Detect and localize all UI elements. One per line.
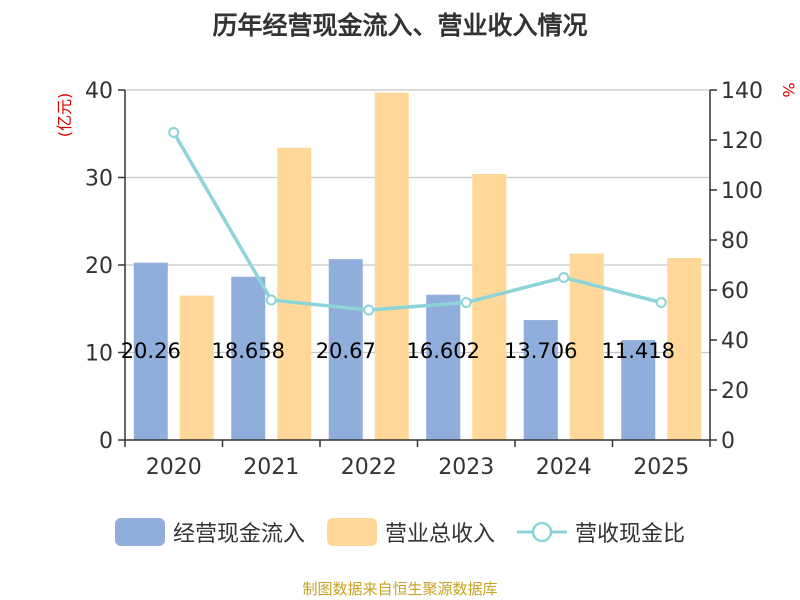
x-tick-label: 2020 (146, 455, 202, 480)
y-tick-label: 30 (85, 167, 113, 192)
legend: 经营现金流入 营业总收入 营收现金比 (0, 516, 800, 548)
legend-label-ratio: 营收现金比 (575, 522, 686, 547)
x-tick-label: 2021 (243, 455, 299, 480)
data-label: 20.67 (316, 339, 376, 363)
ratio-point (363, 304, 375, 316)
legend-swatch-cash-inflow (114, 518, 165, 546)
ratio-line-path (172, 131, 662, 312)
y2-tick-label: 60 (721, 279, 749, 304)
ratio-point (655, 297, 667, 308)
y-axis-label: (亿元) (55, 93, 74, 138)
y2-tick-label: 80 (721, 229, 749, 254)
axes: 0 10 20 30 40 0 20 40 60 80 100 120 140 2020 2021 2022 2… (55, 79, 798, 480)
bar (523, 320, 558, 440)
y-tick-label: 20 (85, 254, 113, 279)
bar (667, 258, 702, 440)
ratio-point (558, 272, 570, 283)
y2-axis-label: % (779, 82, 798, 97)
y2-tick-label: 0 (721, 429, 735, 454)
legend-item-cash-inflow: 经营现金流入 (114, 516, 305, 548)
legend-marker (531, 521, 553, 543)
ratio-point (265, 294, 277, 306)
bar (426, 294, 461, 440)
bar (621, 340, 656, 440)
data-label: 13.706 (504, 339, 577, 363)
y-tick-label: 0 (99, 429, 113, 454)
x-tick-label: 2023 (438, 455, 494, 480)
data-label: 16.602 (407, 339, 480, 363)
bar (179, 295, 214, 440)
bar (374, 92, 409, 440)
y2-tick-label: 40 (721, 329, 749, 354)
data-labels: 20.26 18.658 20.67 16.602 13.706 11.418 (121, 339, 675, 363)
bar (133, 262, 168, 440)
data-label: 11.418 (602, 339, 675, 363)
legend-label-cash-inflow: 经营现金流入 (172, 522, 305, 547)
y-tick-label: 10 (85, 342, 113, 367)
y2-tick-label: 100 (721, 179, 763, 204)
source-note: 制图数据来自恒生聚源数据库 (302, 580, 498, 598)
y2-tick-label: 120 (721, 129, 763, 154)
legend-swatch-ratio (517, 521, 567, 543)
x-tick-label: 2025 (633, 455, 689, 480)
data-label: 20.26 (121, 339, 181, 363)
ratio-point (460, 297, 472, 308)
legend-swatch-revenue (326, 518, 377, 546)
gridlines (125, 89, 710, 354)
bar (277, 147, 312, 440)
x-tick-label: 2022 (341, 455, 397, 480)
bar (328, 259, 363, 440)
x-tick-label: 2024 (536, 455, 592, 480)
legend-label-revenue: 营业总收入 (384, 522, 495, 547)
y2-tick-label: 140 (721, 79, 763, 104)
legend-item-revenue: 营业总收入 (326, 516, 495, 548)
chart-title: 历年经营现金流入、营业收入情况 (212, 11, 588, 40)
legend-item-ratio: 营收现金比 (517, 516, 685, 548)
bar (472, 174, 507, 440)
y2-tick-label: 20 (721, 379, 749, 404)
bar (231, 276, 266, 440)
ratio-point (168, 127, 180, 138)
ratio-line (168, 127, 667, 316)
bars (133, 92, 702, 440)
y-tick-label: 40 (85, 79, 113, 104)
data-label: 18.658 (212, 339, 285, 363)
